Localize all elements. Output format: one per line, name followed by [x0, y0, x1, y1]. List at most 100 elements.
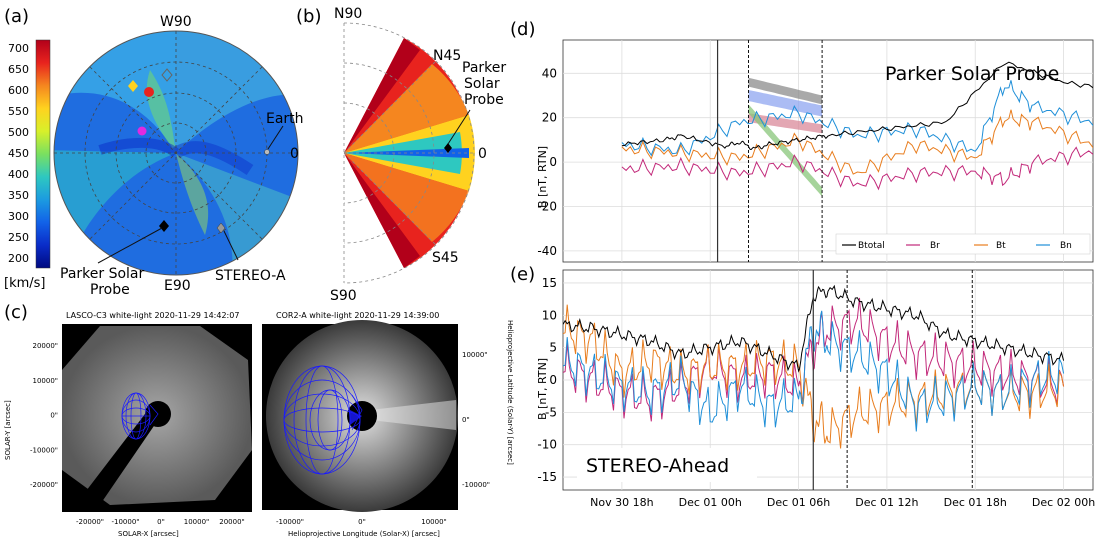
legend-bt: Bt: [996, 241, 1006, 251]
colorbar-tick-label: 650: [8, 63, 29, 76]
axis-tick-label: 0": [462, 416, 470, 424]
colorbar-tick-label: 200: [8, 252, 29, 265]
cor2-yticks: 10000" 0" -10000": [462, 351, 490, 489]
panel-b-label: (b): [296, 6, 321, 27]
axis-tick-label: 0": [157, 518, 165, 526]
x-tick-label: Nov 30 18h: [590, 496, 653, 509]
fit-band-br: [748, 113, 823, 134]
psp-pointer: [97, 227, 163, 264]
psp-label-a1: Parker Solar: [60, 266, 144, 282]
psp-marker-b: [444, 143, 452, 153]
latitude-grid: [343, 22, 475, 284]
psp-marker: [159, 220, 169, 232]
legend-br: Br: [930, 241, 940, 251]
x-tick-label: Dec 02 00h: [1032, 496, 1095, 509]
cbar-ticks: 700 650 600 550 500 450 400 350 300 250 200: [8, 42, 29, 265]
axis-tick-label: 10000": [33, 377, 59, 385]
psp-label-b1: Parker: [462, 60, 506, 76]
cor2-streamer: [370, 400, 456, 430]
lasco-pylon: [70, 410, 158, 512]
dot-red-marker: [144, 87, 154, 97]
lasco-ylabel: SOLAR-Y [arcsec]: [4, 400, 12, 460]
x-tick-label: Dec 01 18h: [944, 496, 1007, 509]
axis-tick-label: 20000": [219, 518, 245, 526]
plot-d-fits: [748, 77, 823, 197]
plot-d-legend: Btotal Br Bt Bn: [835, 233, 1091, 255]
plot-e-xticks: Nov 30 18h Dec 01 00h Dec 01 06h Dec 01 12h…: [590, 496, 1095, 509]
cor2-cme-nose: [350, 410, 362, 425]
axis-tick-label: 10000": [184, 518, 210, 526]
x-tick-label: Dec 01 00h: [679, 496, 742, 509]
colorbar-tick-label: 600: [8, 84, 29, 97]
plot-d-lines: [621, 61, 1093, 191]
fit-band-bn: [748, 90, 823, 117]
plot-d-title: Parker Solar Probe: [885, 63, 1059, 85]
plot-e-title: STEREO-Ahead: [586, 455, 729, 477]
legend-btotal: Btotal: [858, 241, 885, 251]
dot-magenta-marker: [137, 126, 147, 136]
axis-tick-label: 20000": [33, 342, 59, 350]
panel-a-label: (a): [4, 6, 29, 27]
series-line-br: [621, 146, 1093, 191]
y-tick-label: 20: [542, 111, 557, 125]
plot-d-yticks: 40 20 0 -20 -40: [537, 66, 557, 258]
cor2-ylabel: Helioprojective Latitude (Solar-Y) [arcs…: [506, 320, 514, 465]
colorbar-tick-label: 350: [8, 189, 29, 202]
fit-band-bt: [748, 104, 823, 197]
sta-pointer: [223, 230, 239, 261]
plot-e-ylabel: B [nT, RTN]: [536, 358, 549, 420]
axis-tick-label: 0": [50, 412, 58, 420]
y-tick-label: -40: [537, 244, 557, 258]
axis-tick-label: -20000": [76, 518, 104, 526]
map-bottom-label: E90: [164, 278, 191, 294]
panel-d: (d) 40 20 0 -20 -40 Parker Solar Probe B [nT…: [510, 19, 1094, 263]
panel-e: (e) 15 10 5 0 -5 -10 -15 Nov 30 18h Dec 01 00h D…: [510, 264, 1095, 509]
diamond-gray-marker: [161, 68, 173, 82]
plot-d-vlines: [716, 40, 823, 262]
axis-tick-label: -10000": [30, 446, 58, 454]
x-tick-label: Dec 01 06h: [767, 496, 830, 509]
lasco-xticks: -20000" -10000" 0" 10000" 20000": [76, 518, 245, 526]
solar-wind-map: [54, 31, 298, 275]
axis-tick-label: -10000": [462, 481, 490, 489]
zero-label-b: 0: [478, 146, 487, 162]
map-right-label: 0: [290, 146, 299, 162]
panel-a: (a) 700 650 600 550 500 450 400 350 300 250 200 [k…: [4, 6, 304, 298]
y-tick-label: -20: [537, 200, 557, 214]
y-tick-label: 0: [549, 155, 557, 169]
panel-c: (c) LASCO-C3 white-light 2020-11-29 14:4…: [4, 302, 514, 538]
map-top-label: W90: [160, 14, 192, 30]
colorbar-tick-label: 450: [8, 147, 29, 160]
psp-label-b3: Probe: [464, 92, 504, 108]
series-line-btotal: [621, 61, 1093, 151]
stereo-a-marker: [216, 222, 226, 234]
plot-d-frame: [562, 39, 1094, 263]
axis-tick-label: 10000": [462, 351, 488, 359]
psp-label-a2: Probe: [90, 282, 130, 298]
colorbar-tick-label: 250: [8, 231, 29, 244]
colorbar-unit: [km/s]: [4, 276, 46, 291]
axis-tick-label: -10000": [276, 518, 304, 526]
n90-label: N90: [334, 6, 362, 22]
lasco-yticks: 20000" 10000" 0" -10000" -20000": [30, 342, 58, 489]
earth-marker: [264, 149, 270, 155]
cor2-xlabel: Helioprojective Longitude (Solar-X) [arc…: [288, 530, 440, 538]
y-tick-label: 15: [542, 276, 557, 290]
panel-e-label: (e): [510, 264, 535, 285]
diamond-yellow-marker: [128, 80, 138, 92]
axis-tick-label: 0": [358, 518, 366, 526]
lasco-xlabel: SOLAR-X [arcsec]: [118, 530, 179, 538]
legend-bn: Bn: [1060, 241, 1072, 251]
plot-d-ylabel: B [nT, RTN]: [536, 146, 549, 208]
n45-label: N45: [433, 48, 461, 64]
sta-label: STEREO-A: [215, 268, 286, 284]
colorbar-tick-label: 300: [8, 210, 29, 223]
panel-b: (b) N90 N45 S45 S90 0 Parker Solar Probe: [296, 6, 506, 304]
s90-label: S90: [330, 288, 357, 304]
series-line-bt: [621, 109, 1093, 175]
y-tick-label: -5: [545, 405, 557, 419]
cor2-title: COR2-A white-light 2020-11-29 14:39:00: [276, 311, 439, 320]
fit-band-btotal: [748, 77, 823, 105]
y-tick-label: 5: [549, 341, 557, 355]
